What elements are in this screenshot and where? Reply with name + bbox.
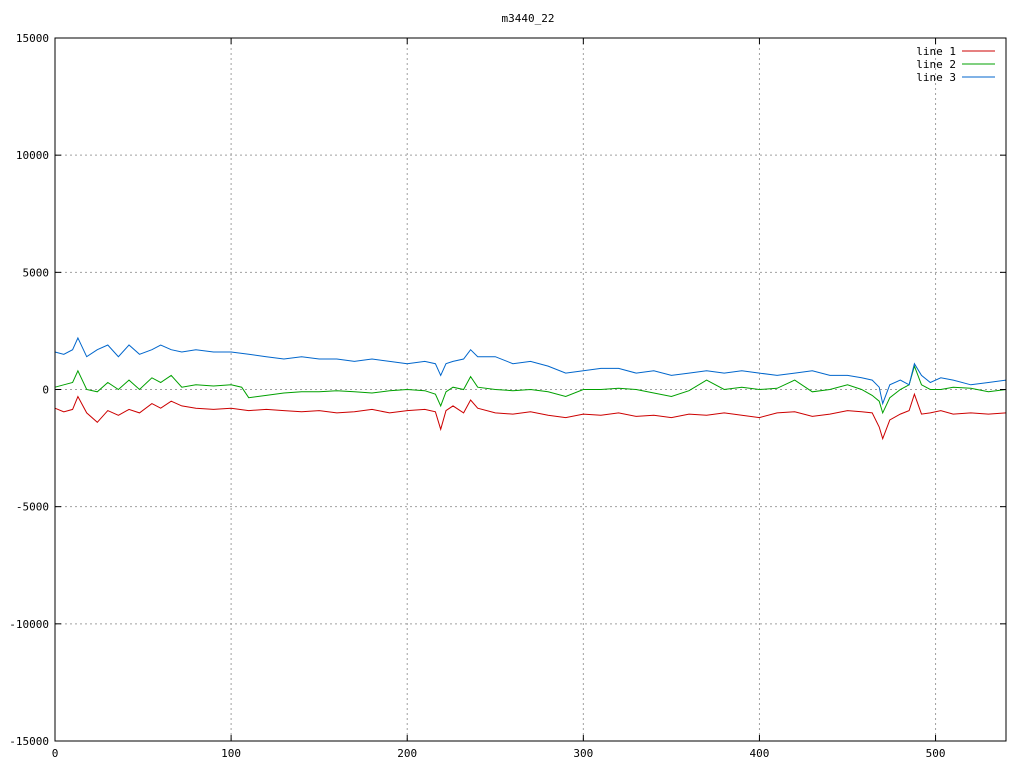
y-tick-label: -5000 [16, 501, 49, 514]
x-tick-label: 0 [52, 747, 59, 760]
y-tick-label: -10000 [9, 618, 49, 631]
y-tick-label: 5000 [23, 266, 50, 279]
series-line-3 [54, 336, 1007, 406]
y-tick-label: -15000 [9, 735, 49, 748]
series-layer [54, 336, 1007, 441]
axis-ticks: 0 100 200 300 400 500 -15000 -10000 -5000 0 5000 10… [9, 32, 1006, 760]
y-tick-label: 15000 [16, 32, 49, 45]
x-tick-label: 300 [573, 747, 593, 760]
x-tick-label: 100 [221, 747, 241, 760]
series-line-1 [54, 392, 1007, 441]
x-tick-label: 500 [926, 747, 946, 760]
y-tick-label: 10000 [16, 149, 49, 162]
legend-label: line 3 [916, 71, 956, 84]
legend-label: line 2 [916, 58, 956, 71]
y-tick-label: 0 [42, 384, 49, 397]
legend-label: line 1 [916, 45, 956, 58]
series-line-2 [54, 364, 1007, 415]
chart-title: m3440_22 [502, 12, 555, 25]
x-tick-label: 200 [397, 747, 417, 760]
x-tick-label: 400 [750, 747, 770, 760]
